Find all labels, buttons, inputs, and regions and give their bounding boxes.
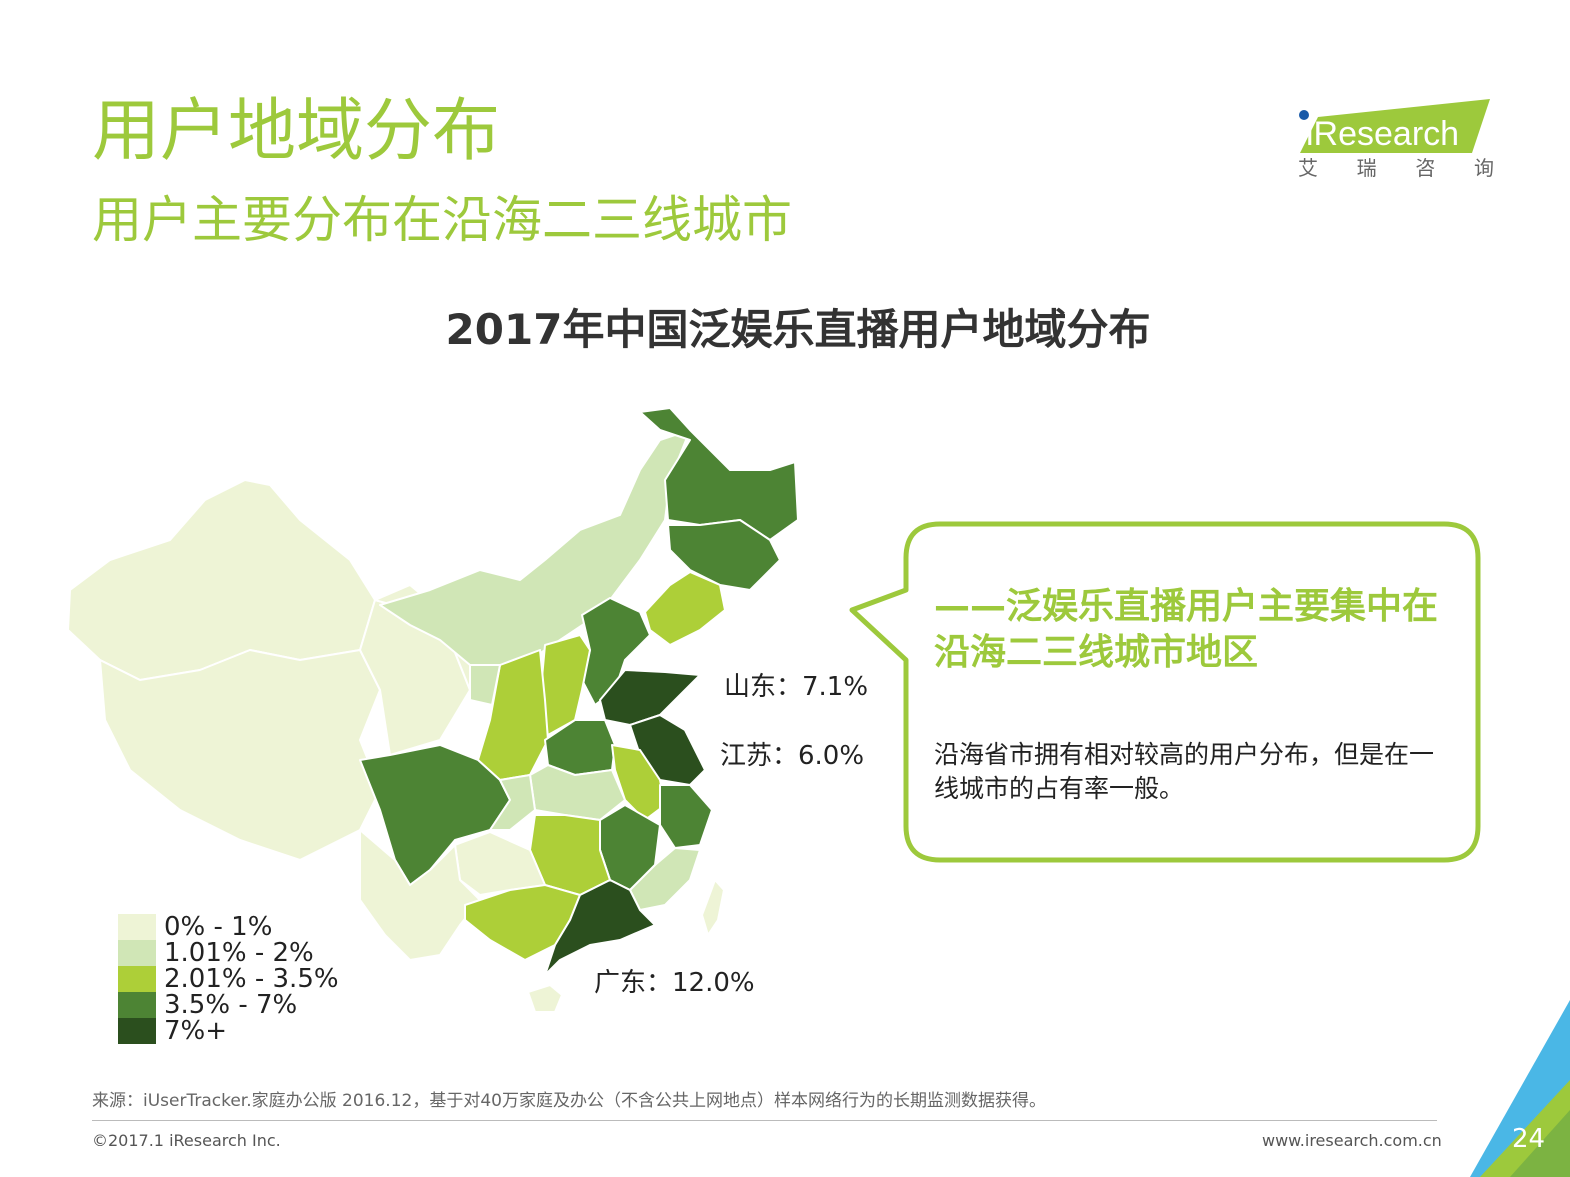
page-title: 用户地域分布 [92,92,501,171]
iresearch-logo: iResearch [1299,99,1490,153]
legend-item: 1.01% - 2% [118,940,339,966]
page-subtitle: 用户主要分布在沿海二三线城市 [92,191,792,249]
logo-char: 瑞 [1356,156,1377,180]
map-legend: 0% - 1% 1.01% - 2% 2.01% - 3.5% 3.5% - 7… [118,914,339,1044]
region-tibet [99,649,381,861]
chart-title: 2017年中国泛娱乐直播用户地域分布 [445,305,1151,354]
region-hubei [529,764,626,821]
region-jilin [667,519,781,591]
page-number: 24 [1512,1124,1546,1154]
legend-label: 3.5% - 7% [164,990,298,1020]
annotation-jiangsu: 江苏：6.0% [720,741,865,771]
china-map [67,407,799,1013]
region-guangdong [544,879,656,976]
logo-char: 艾 [1298,156,1318,180]
legend-item: 2.01% - 3.5% [118,966,339,992]
region-hainan [527,984,563,1013]
region-zhejiang [659,784,713,849]
footer-divider [92,1120,1437,1121]
callout-headline: ——泛娱乐直播用户主要集中在沿海二三线城市地区 [934,586,1439,673]
source-note: 来源：iUserTracker.家庭办公版 2016.12，基于对40万家庭及办… [92,1091,1046,1111]
legend-swatch [118,940,156,966]
legend-label: 0% - 1% [164,912,273,942]
region-shandong [599,669,701,726]
annotation-shandong: 山东：7.1% [724,672,869,702]
region-taiwan [701,879,725,936]
website-link[interactable]: www.iresearch.com.cn [1262,1131,1442,1150]
region-liaoning [644,571,726,646]
legend-item: 3.5% - 7% [118,992,339,1018]
annotation-guangdong: 广东：12.0% [594,968,755,998]
legend-swatch [118,914,156,940]
region-anhui [611,744,666,821]
region-chongqing [489,774,536,831]
legend-swatch [118,1018,156,1044]
logo-subtitle: 艾 瑞 咨 询 [1298,152,1494,181]
logo-char: 询 [1473,156,1494,180]
legend-swatch [118,966,156,992]
copyright: ©2017.1 iResearch Inc. [92,1131,281,1150]
callout-bubble [849,521,1481,863]
logo-char: 咨 [1415,156,1436,180]
region-xinjiang [67,479,376,681]
logo-brand-text: iResearch [1306,115,1459,153]
legend-item: 0% - 1% [118,914,339,940]
legend-item: 7%+ [118,1018,339,1044]
legend-label: 7%+ [164,1016,228,1046]
legend-label: 2.01% - 3.5% [164,964,339,994]
corner-decoration [1470,1000,1570,1177]
region-ningxia [469,664,501,706]
callout-body: 沿海省市拥有相对较高的用户分布，但是在一线城市的占有率一般。 [934,740,1435,803]
legend-label: 1.01% - 2% [164,938,314,968]
legend-swatch [118,992,156,1018]
